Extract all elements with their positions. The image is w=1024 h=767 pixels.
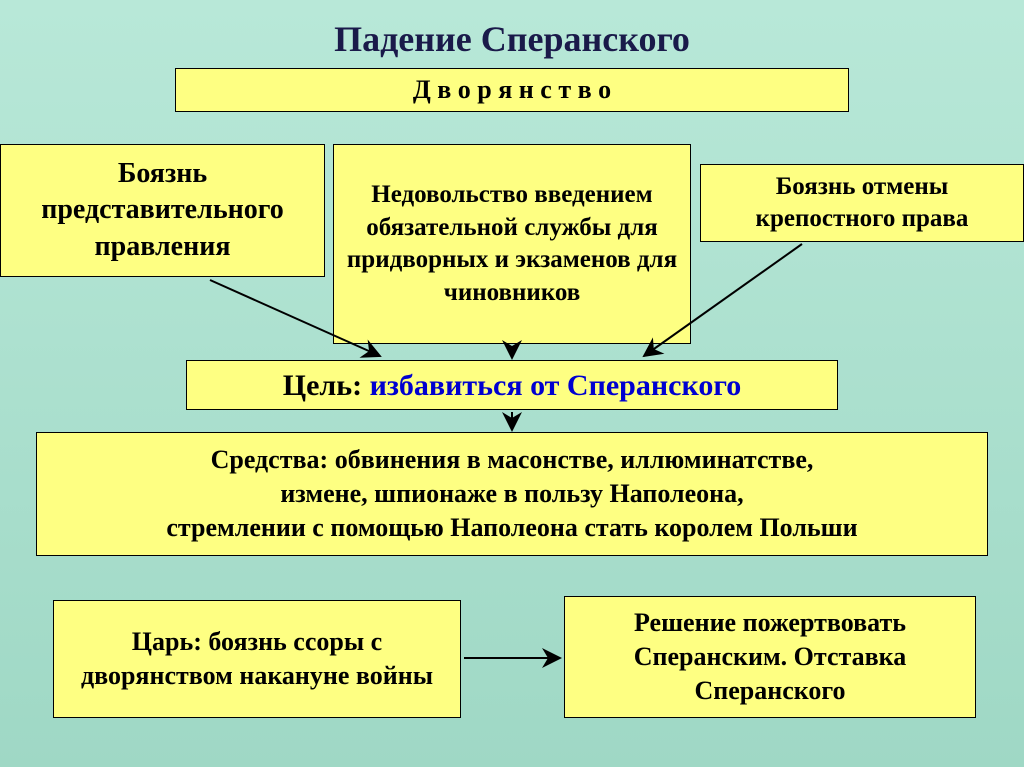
reason-text-0: Боязнь представительного правления (7, 156, 318, 265)
reason-box-0: Боязнь представительного правления (0, 144, 325, 277)
reason-box-1: Недовольство введением обязательной служ… (333, 144, 691, 344)
banner-nobility: Д в о р я н с т в о (175, 68, 849, 112)
means-box: Средства: обвинения в масонстве, иллюмин… (36, 432, 988, 556)
reason-text-1: Недовольство введением обязательной служ… (340, 179, 684, 309)
means-line-2: стремлении с помощью Наполеона стать кор… (166, 511, 857, 545)
tsar-text: Царь: боязнь ссоры с дворянством наканун… (60, 625, 454, 693)
goal-text: избавиться от Сперанского (370, 369, 742, 402)
reason-text-2: Боязнь отмены крепостного права (707, 171, 1017, 236)
goal-line: Цель: избавиться от Сперанского (283, 366, 741, 405)
banner-text: Д в о р я н с т в о (413, 73, 611, 107)
page-title: Падение Сперанского (0, 18, 1024, 60)
goal-label: Цель: (283, 369, 370, 402)
decision-text: Решение пожертвовать Сперанским. Отставк… (571, 606, 969, 707)
reason-box-2: Боязнь отмены крепостного права (700, 164, 1024, 242)
means-line-1: измене, шпионаже в пользу Наполеона, (280, 477, 743, 511)
tsar-box: Царь: боязнь ссоры с дворянством наканун… (53, 600, 461, 718)
means-line-0: Средства: обвинения в масонстве, иллюмин… (211, 443, 814, 477)
goal-box: Цель: избавиться от Сперанского (186, 360, 838, 410)
decision-box: Решение пожертвовать Сперанским. Отставк… (564, 596, 976, 718)
